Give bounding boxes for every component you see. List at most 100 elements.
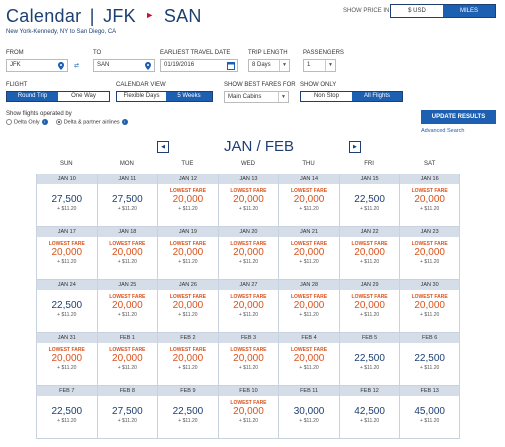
lowest-fare-badge: LOWEST FARE xyxy=(290,294,328,300)
prev-month-button[interactable]: ◀ xyxy=(157,140,169,153)
fare-fee: + $11.20 xyxy=(299,365,319,371)
fare-day-cell[interactable]: JAN 31 LOWEST FARE 20,000 + $11.20 xyxy=(36,333,97,386)
fare-fee: + $11.20 xyxy=(57,312,77,318)
fare-day-cell[interactable]: JAN 25 LOWEST FARE 20,000 + $11.20 xyxy=(96,280,158,333)
fare-date: FEB 11 xyxy=(279,386,339,396)
fare-date: JAN 28 xyxy=(279,280,339,290)
fare-day-cell[interactable]: FEB 8 27,500 + $11.20 xyxy=(96,386,158,439)
fare-miles: 20,000 xyxy=(414,194,445,205)
fare-day-cell[interactable]: FEB 6 22,500 + $11.20 xyxy=(399,333,460,386)
radio-checked-icon[interactable] xyxy=(55,119,62,125)
fare-day-cell[interactable]: JAN 28 LOWEST FARE 20,000 + $11.20 xyxy=(278,280,339,333)
operated-by-label: Show flights operated by xyxy=(6,111,72,117)
swap-icon[interactable]: ⇄ xyxy=(74,63,80,69)
lowest-fare-badge: LOWEST FARE xyxy=(230,294,267,300)
fare-day-cell[interactable]: FEB 12 42,500 + $11.20 xyxy=(338,386,400,439)
fare-miles: 45,000 xyxy=(414,406,445,417)
to-value: SAN xyxy=(97,62,110,68)
fare-day-cell[interactable]: JAN 21 LOWEST FARE 20,000 + $11.20 xyxy=(278,227,339,280)
fare-day-cell[interactable]: JAN 23 LOWEST FARE 20,000 + $11.20 xyxy=(399,227,460,280)
fare-miles: 22,500 xyxy=(51,406,83,417)
day-of-week-label: TUE xyxy=(181,161,194,167)
all-flights-button[interactable]: All Flights xyxy=(351,92,402,101)
fare-day-cell[interactable]: FEB 2 LOWEST FARE 20,000 + $11.20 xyxy=(157,333,218,386)
calendar-week-row: JAN 10 27,500 + $11.20 JAN 11 27,500 + $11.20… xyxy=(36,174,460,227)
advanced-search-link[interactable]: Advanced Search xyxy=(421,128,465,134)
fare-day-cell[interactable]: FEB 4 LOWEST FARE 20,000 + $11.20 xyxy=(278,333,339,386)
fare-day-cell[interactable]: FEB 9 22,500 + $11.20 xyxy=(157,386,218,439)
fare-day-cell[interactable]: FEB 11 30,000 + $11.20 xyxy=(278,386,339,439)
trip-length-select[interactable]: 8 Days ▼ xyxy=(248,59,290,72)
fare-day-cell[interactable]: JAN 22 LOWEST FARE 20,000 + $11.20 xyxy=(338,227,400,280)
fare-day-cell[interactable]: FEB 13 45,000 + $11.20 xyxy=(399,386,460,439)
fare-day-cell[interactable]: JAN 26 LOWEST FARE 20,000 + $11.20 xyxy=(157,280,218,333)
fare-day-cell[interactable]: FEB 7 22,500 + $11.20 xyxy=(36,386,97,439)
calendar-week-row: JAN 17 LOWEST FARE 20,000 + $11.20 JAN 18 LOW… xyxy=(36,227,460,280)
delta-partner-option[interactable]: Delta & partner airlines i xyxy=(55,119,128,126)
best-fares-label: SHOW BEST FARES FOR xyxy=(224,82,296,88)
fare-day-cell[interactable]: FEB 10 LOWEST FARE 20,000 + $11.20 xyxy=(217,386,279,439)
day-of-week-header: SUN MON TUE WED THU FRI SAT xyxy=(36,154,460,174)
calendar-icon[interactable] xyxy=(227,61,235,70)
round-trip-button[interactable]: Round Trip xyxy=(7,92,58,101)
fare-miles: 20,000 xyxy=(233,194,264,205)
fare-date: FEB 7 xyxy=(37,386,97,396)
page-header: Calendar | JFK ► SAN New York-Kennedy, N… xyxy=(0,0,505,48)
delta-only-option[interactable]: Delta Only i xyxy=(6,119,48,125)
radio-unchecked-icon[interactable] xyxy=(6,119,12,125)
fare-fee: + $11.20 xyxy=(178,259,198,265)
fare-fee: + $11.20 xyxy=(359,418,380,424)
next-month-button[interactable]: ▶ xyxy=(348,140,361,153)
currency-miles-button[interactable]: MILES xyxy=(443,5,495,17)
fare-day-cell[interactable]: JAN 30 LOWEST FARE 20,000 + $11.20 xyxy=(399,280,460,333)
fare-date: JAN 15 xyxy=(339,174,400,184)
flexible-days-button[interactable]: Flexible Days xyxy=(117,92,166,101)
best-fares-select[interactable]: Main Cabins ▼ xyxy=(224,91,289,103)
fare-miles: 20,000 xyxy=(112,300,143,311)
fare-day-cell[interactable]: JAN 12 LOWEST FARE 20,000 + $11.20 xyxy=(157,174,218,227)
fare-miles: 20,000 xyxy=(172,353,204,364)
non-stop-button[interactable]: Non Stop xyxy=(301,92,352,101)
fare-miles: 20,000 xyxy=(233,247,264,258)
fare-date: FEB 9 xyxy=(158,386,218,396)
fare-day-cell[interactable]: JAN 16 LOWEST FARE 20,000 + $11.20 xyxy=(399,174,460,227)
fare-fee: + $11.20 xyxy=(117,365,137,371)
update-results-button[interactable]: UPDATE RESULTS xyxy=(421,110,496,124)
fare-day-cell[interactable]: JAN 15 22,500 + $11.20 xyxy=(338,174,400,227)
fare-day-cell[interactable]: JAN 19 LOWEST FARE 20,000 + $11.20 xyxy=(157,227,218,280)
fare-date: JAN 26 xyxy=(158,280,218,290)
one-way-button[interactable]: One Way xyxy=(58,92,109,101)
fare-day-cell[interactable]: JAN 14 LOWEST FARE 20,000 + $11.20 xyxy=(278,174,339,227)
info-icon[interactable]: i xyxy=(121,119,128,125)
fare-miles: 20,000 xyxy=(293,247,325,258)
fare-day-cell[interactable]: JAN 20 LOWEST FARE 20,000 + $11.20 xyxy=(217,227,279,280)
fare-day-cell[interactable]: JAN 27 LOWEST FARE 20,000 + $11.20 xyxy=(217,280,279,333)
five-weeks-button[interactable]: 5 Weeks xyxy=(165,92,212,101)
passengers-value: 1 xyxy=(307,62,311,68)
info-icon[interactable]: i xyxy=(41,119,48,125)
fare-day-cell[interactable]: JAN 13 LOWEST FARE 20,000 + $11.20 xyxy=(217,174,279,227)
fare-date: JAN 20 xyxy=(218,227,279,237)
fare-fee: + $11.20 xyxy=(420,206,440,212)
currency-toggle: $ USD MILES xyxy=(390,4,496,18)
fare-day-cell[interactable]: FEB 3 LOWEST FARE 20,000 + $11.20 xyxy=(217,333,279,386)
fare-day-cell[interactable]: FEB 1 LOWEST FARE 20,000 + $11.20 xyxy=(96,333,158,386)
fare-day-cell[interactable]: JAN 11 27,500 + $11.20 xyxy=(96,174,158,227)
fare-day-cell[interactable]: FEB 5 22,500 + $11.20 xyxy=(338,333,400,386)
travel-date-value: 01/19/2016 xyxy=(164,62,195,68)
to-field[interactable]: SAN xyxy=(93,59,155,72)
fare-date: JAN 30 xyxy=(400,280,459,290)
fare-day-cell[interactable]: JAN 17 LOWEST FARE 20,000 + $11.20 xyxy=(36,227,97,280)
chevron-down-icon: ▼ xyxy=(278,92,288,102)
fare-day-cell[interactable]: JAN 10 27,500 + $11.20 xyxy=(36,174,97,227)
title-origin: JFK xyxy=(103,6,136,26)
currency-usd-button[interactable]: $ USD xyxy=(391,5,443,17)
from-field[interactable]: JFK xyxy=(6,59,68,72)
fare-date: JAN 12 xyxy=(158,174,218,184)
fare-day-cell[interactable]: JAN 24 22,500 + $11.20 xyxy=(36,280,97,333)
delta-partner-label: Delta & partner airlines xyxy=(63,119,120,126)
fare-day-cell[interactable]: JAN 18 LOWEST FARE 20,000 + $11.20 xyxy=(96,227,158,280)
passengers-select[interactable]: 1 ▼ xyxy=(303,59,336,72)
travel-date-field[interactable]: 01/19/2016 xyxy=(160,59,238,72)
fare-day-cell[interactable]: JAN 29 LOWEST FARE 20,000 + $11.20 xyxy=(338,280,400,333)
